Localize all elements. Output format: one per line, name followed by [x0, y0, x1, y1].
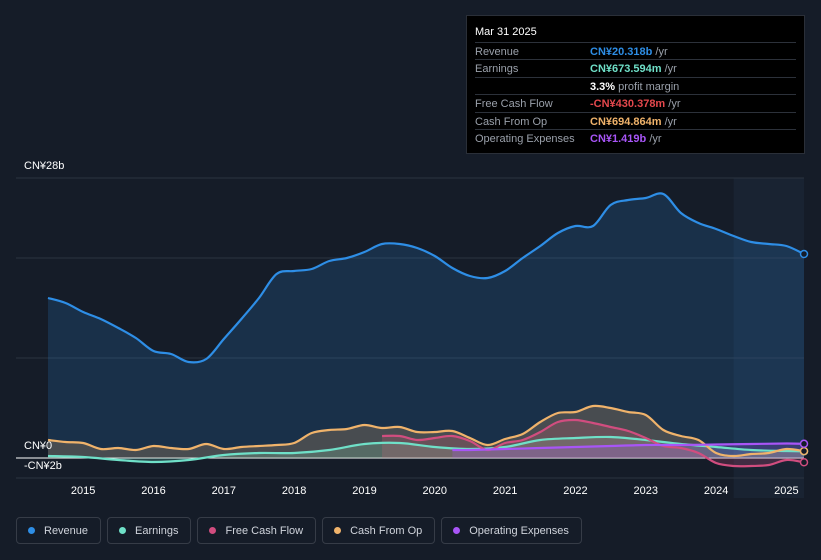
tooltip-row-label: Revenue	[475, 46, 520, 58]
x-tick-label: 2024	[703, 485, 729, 497]
tooltip-row-value: CN¥673.594m /yr	[590, 63, 677, 76]
tooltip-row-value: CN¥694.864m /yr	[590, 115, 677, 128]
legend-dot-icon	[453, 527, 461, 534]
legend-label: Revenue	[44, 524, 89, 537]
y-label-zero: CN¥0	[24, 440, 53, 452]
legend-item-revenue[interactable]: Revenue	[16, 517, 102, 544]
data-tooltip: Mar 31 2025 Revenue CN¥20.318b /yr Earning…	[466, 15, 805, 154]
tooltip-row-label: Free Cash Flow	[475, 98, 553, 111]
x-tick-label: 2023	[633, 485, 659, 497]
tooltip-row: Revenue CN¥20.318b /yr	[475, 42, 796, 60]
tooltip-row: 3.3% profit margin	[475, 76, 796, 95]
legend-dot-icon	[334, 527, 342, 534]
tooltip-row-label: Cash From Op	[475, 115, 548, 128]
tooltip-row-value: -CN¥430.378m /yr	[590, 98, 681, 111]
legend-label: Cash From Op	[350, 524, 423, 537]
x-tick-label: 2021	[492, 485, 518, 497]
operating-expenses-endpoint	[799, 439, 809, 449]
x-tick-label: 2017	[211, 485, 237, 497]
x-tick-label: 2016	[141, 485, 166, 497]
cash-from-op-endpoint	[799, 446, 809, 456]
cash-from-op-line	[47, 404, 805, 458]
free-cash-flow-area	[382, 419, 804, 467]
legend-dot-icon	[28, 527, 35, 534]
free-cash-flow-line	[382, 418, 805, 468]
legend-dot-icon	[209, 527, 217, 534]
earnings-area	[48, 436, 804, 462]
series-lines	[47, 192, 805, 468]
legend-item-earnings[interactable]: Earnings	[107, 517, 192, 544]
x-tick-label: 2018	[281, 485, 307, 497]
tooltip-row: Operating Expenses CN¥1.419b /yr	[475, 129, 796, 147]
revenue-endpoint	[799, 249, 809, 259]
legend-label: Operating Expenses	[469, 524, 569, 537]
y-label-bottom: -CN¥2b	[24, 460, 62, 472]
tooltip-row: Cash From Op CN¥694.864m /yr	[475, 111, 796, 130]
x-tick-label: 2020	[422, 485, 448, 497]
revenue-line	[47, 192, 805, 364]
legend-label: Free Cash Flow	[225, 524, 304, 537]
series-endpoints	[799, 249, 809, 467]
x-tick-label: 2015	[70, 485, 96, 497]
tooltip-row: Free Cash Flow -CN¥430.378m /yr	[475, 94, 796, 112]
legend-label: Earnings	[135, 524, 179, 537]
legend-dot-icon	[119, 527, 127, 534]
tooltip-row-value: CN¥1.419b /yr	[590, 133, 662, 145]
operating-expenses-line	[452, 442, 805, 452]
x-tick-label: 2022	[563, 485, 588, 497]
series-areas	[48, 193, 804, 467]
tooltip-row-label: Operating Expenses	[475, 133, 575, 145]
tooltip-row: Earnings CN¥673.594m /yr	[475, 59, 796, 77]
x-tick-label: 2019	[352, 485, 377, 497]
chart-legend: Revenue Earnings Free Cash Flow Cash From O…	[16, 517, 582, 546]
x-tick-label: 2025	[774, 485, 799, 497]
free-cash-flow-endpoint	[799, 458, 809, 467]
legend-item-free-cash-flow[interactable]: Free Cash Flow	[197, 517, 317, 544]
tooltip-row-value: 3.3% profit margin	[590, 80, 680, 93]
legend-item-cash-from-op[interactable]: Cash From Op	[322, 517, 436, 544]
tooltip-row-label: Earnings	[475, 63, 519, 76]
tooltip-row-value: CN¥20.318b /yr	[590, 46, 668, 58]
y-label-top: CN¥28b	[24, 160, 65, 172]
legend-item-operating-expenses[interactable]: Operating Expenses	[441, 517, 582, 544]
revenue-area	[48, 193, 804, 458]
tooltip-date: Mar 31 2025	[475, 26, 537, 38]
